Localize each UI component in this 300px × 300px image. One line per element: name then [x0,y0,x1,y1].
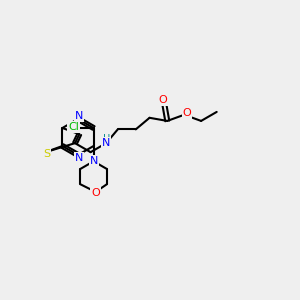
Text: Cl: Cl [68,122,79,132]
Text: S: S [43,149,50,159]
Text: N: N [102,138,110,148]
Text: O: O [91,188,100,198]
Text: O: O [183,108,192,118]
Text: H: H [103,134,110,144]
Text: O: O [159,95,167,105]
Text: N: N [75,153,83,163]
Text: N: N [89,156,98,166]
Text: N: N [75,111,83,121]
